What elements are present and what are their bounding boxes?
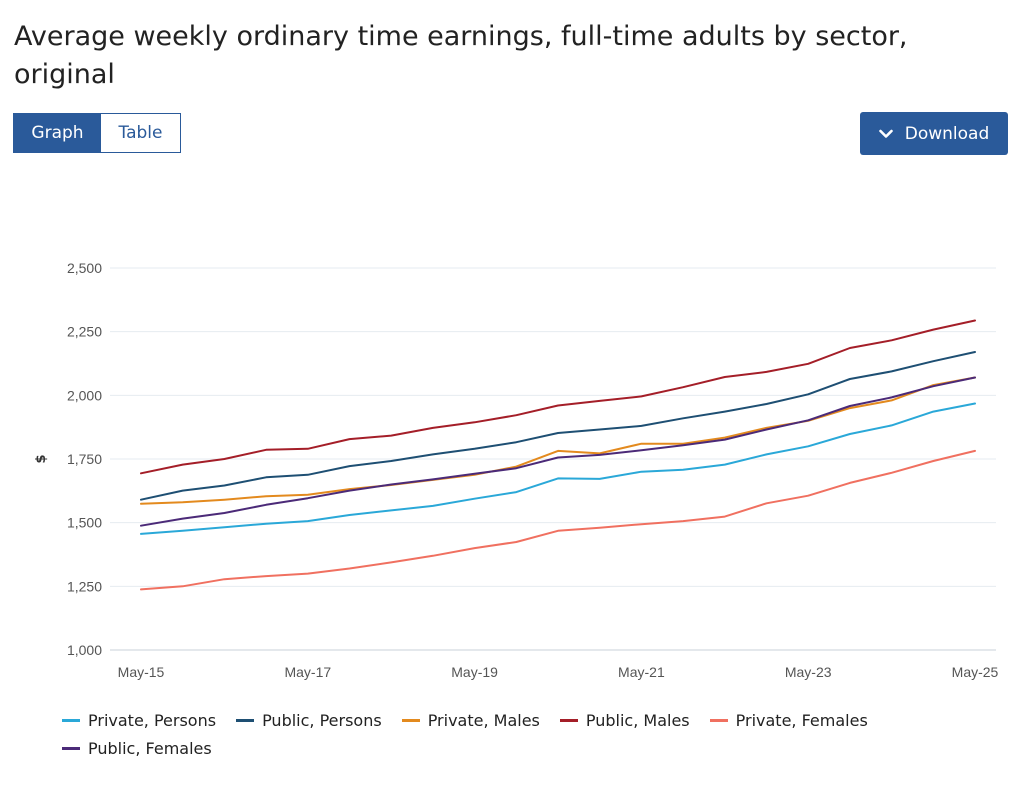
legend-label: Private, Persons [88,710,217,730]
legend-item[interactable]: Public, Persons [236,708,382,732]
chevron-down-icon [878,129,893,138]
legend-item[interactable]: Private, Females [709,708,868,732]
legend-swatch [401,718,420,722]
x-tick-label: May-21 [618,664,665,680]
y-tick-label: 2,250 [67,324,102,340]
x-axis: May-15 May-17 May-19 May-21 May-23 May-25 [118,664,999,680]
legend-label: Private, Females [735,710,868,730]
y-tick-label: 1,000 [67,642,102,658]
series-lines [140,319,976,591]
legend-swatch [62,718,80,722]
y-tick-label: 1,500 [67,515,102,531]
graph-tab[interactable]: Graph [14,114,101,152]
legend-label: Private, Males [427,710,540,730]
series-line-private-males [140,376,976,505]
y-tick-label: 1,750 [67,451,102,467]
legend-label: Public, Persons [262,710,382,730]
legend-label: Public, Females [88,738,212,758]
legend-swatch [709,718,728,722]
download-button[interactable]: Download [860,112,1008,155]
legend-swatch [559,718,578,722]
table-tab[interactable]: Table [101,114,180,152]
legend-item[interactable]: Private, Males [401,708,540,732]
gridlines [110,267,996,651]
y-axis-label: $ [34,454,49,463]
x-tick-label: May-23 [785,664,832,680]
x-tick-label: May-15 [118,664,165,680]
legend-item[interactable]: Public, Females [62,736,212,760]
series-line-public-males [140,319,976,475]
x-tick-label: May-25 [952,664,999,680]
legend: Private, Persons Public, Persons Private, … [62,708,1002,760]
y-tick-label: 2,000 [67,387,102,403]
x-tick-label: May-19 [451,664,498,680]
x-tick-label: May-17 [284,664,331,680]
download-label: Download [904,123,990,144]
y-axis: 1,000 1,250 1,500 1,750 2,000 2,250 2,500 $ [34,260,102,658]
y-tick-label: 1,250 [67,578,102,594]
legend-item[interactable]: Private, Persons [62,708,216,732]
series-line-private-females [140,449,976,591]
page-title: Average weekly ordinary time earnings, f… [14,21,908,90]
series-line-private-persons [140,402,976,535]
view-toggle: Graph Table [13,113,181,153]
legend-swatch [236,718,255,722]
legend-swatch [62,746,80,750]
series-line-public-females [140,376,976,527]
series-line-public-persons [140,351,976,501]
y-tick-label: 2,500 [67,260,102,276]
legend-label: Public, Males [585,710,690,730]
legend-item[interactable]: Public, Males [559,708,690,732]
